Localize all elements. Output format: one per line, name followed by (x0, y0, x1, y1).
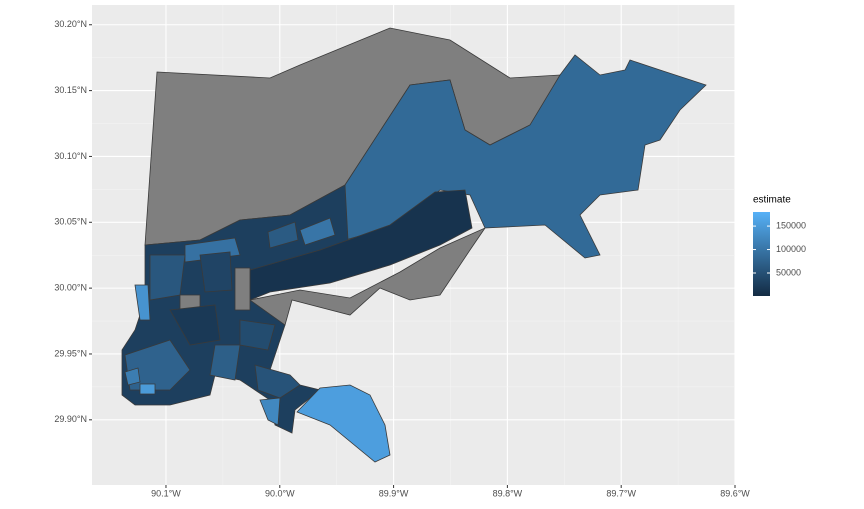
x-tick-label: 89.7°W (606, 488, 636, 498)
x-tick-label: 89.8°W (493, 488, 523, 498)
legend-tick-label: 50000 (776, 267, 801, 277)
y-tick-label: 30.10°N (54, 151, 87, 161)
x-tick-label: 90.1°W (151, 488, 181, 498)
x-tick-label: 90.0°W (265, 488, 295, 498)
y-tick-label: 29.95°N (54, 348, 87, 358)
tract (344, 54, 707, 259)
tract (169, 304, 221, 346)
y-tick-label: 30.15°N (54, 85, 87, 95)
legend: 50000 100000 150000 (753, 220, 806, 277)
y-tick-label: 30.00°N (54, 283, 87, 293)
tract (149, 254, 186, 301)
regions (121, 27, 707, 463)
y-tick-label: 30.05°N (54, 217, 87, 227)
legend-tick-label: 150000 (776, 220, 806, 230)
tract (259, 397, 281, 426)
tract (234, 267, 251, 311)
tract (254, 364, 301, 399)
x-tick-label: 89.9°W (379, 488, 409, 498)
tract (296, 384, 391, 463)
tract (299, 217, 336, 246)
x-tick-label: 89.6°W (720, 488, 750, 498)
tract (209, 344, 241, 381)
tract (249, 227, 487, 326)
y-tick-label: 29.90°N (54, 414, 87, 424)
tract (199, 251, 233, 293)
tract (134, 284, 151, 321)
legend-title: estimate (753, 195, 791, 206)
axes: 90.1°W 90.0°W 89.9°W 89.8°W 89.7°W 89.6°W 29.9… (54, 19, 750, 498)
legend-tick-label: 100000 (776, 244, 806, 254)
tract (267, 221, 299, 249)
y-tick-label: 30.20°N (54, 19, 87, 29)
colorbar (753, 212, 770, 296)
tract (139, 383, 156, 395)
tract (239, 319, 276, 351)
tract (124, 367, 141, 386)
